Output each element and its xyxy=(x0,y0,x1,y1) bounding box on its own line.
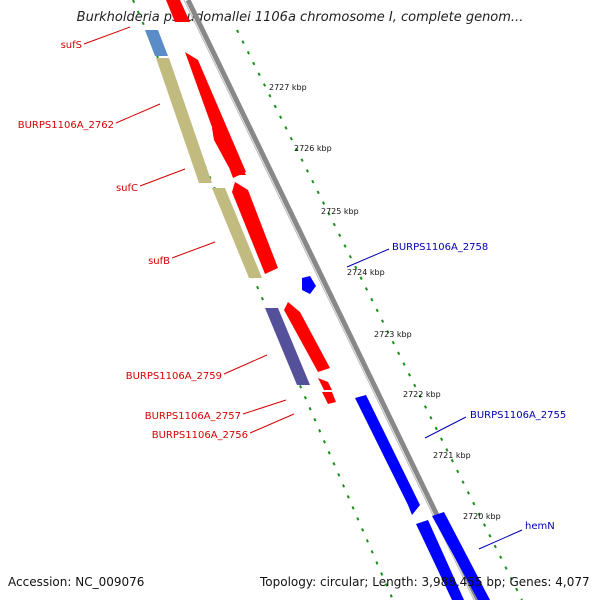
cog-band-BURPS1106A_2759 xyxy=(265,308,310,385)
backbone-outer xyxy=(185,0,481,600)
gene-label-BURPS1106A_2759[interactable]: BURPS1106A_2759 xyxy=(126,371,222,382)
gene-label-BURPS1106A_2756[interactable]: BURPS1106A_2756 xyxy=(152,430,248,441)
gene-arrow-BURPS1106A_2757 xyxy=(318,378,332,390)
tick-label: 2727 kbp xyxy=(269,83,307,92)
gene-label-BURPS1106A_2762[interactable]: BURPS1106A_2762 xyxy=(18,120,114,131)
gene-arrow-sufS xyxy=(166,0,190,22)
tick-label: 2723 kbp xyxy=(374,330,412,339)
leader-BURPS1106A_2755 xyxy=(424,416,467,439)
gene-arrow-hemN-1 xyxy=(416,520,464,600)
gene-arrow-BURPS1106A_2756 xyxy=(322,392,336,404)
cog-band-sufB xyxy=(212,188,262,278)
tick-label: 2722 kbp xyxy=(403,390,441,399)
tick-label: 2725 kbp xyxy=(321,207,359,216)
leader-BURPS1106A_2756 xyxy=(249,413,295,434)
leader-BURPS1106A_2758 xyxy=(346,248,390,268)
tick-label: 2726 kbp xyxy=(294,144,332,153)
leader-BURPS1106A_2757 xyxy=(242,399,287,415)
gene-arrow-BURPS1106A_2755 xyxy=(355,395,420,515)
gene-arrow-sufC xyxy=(212,128,246,175)
gene-label-hemN[interactable]: hemN xyxy=(525,521,555,532)
tick-label: 2721 kbp xyxy=(433,451,471,460)
gene-label-sufC[interactable]: sufC xyxy=(116,183,138,194)
leader-BURPS1106A_2759 xyxy=(223,354,268,375)
gene-arrow-BURPS1106A_2758 xyxy=(302,276,316,294)
topology-text: Topology: circular; Length: 3,988,455 bp… xyxy=(260,575,590,589)
accession-text: Accession: NC_009076 xyxy=(8,575,145,589)
gene-arrow-sufB xyxy=(232,182,278,274)
tick-label: 2720 kbp xyxy=(463,512,501,521)
leader-sufC xyxy=(139,168,186,187)
gene-label-BURPS1106A_2755[interactable]: BURPS1106A_2755 xyxy=(470,410,566,421)
backbone-inner xyxy=(183,0,475,600)
gene-label-sufS[interactable]: sufS xyxy=(61,40,82,51)
leader-hemN xyxy=(478,529,523,550)
cog-band-sufC-upper xyxy=(156,58,212,183)
leader-sufS xyxy=(83,26,131,45)
gene-arrow-BURPS1106A_2762 xyxy=(185,52,246,178)
leader-BURPS1106A_2762 xyxy=(115,103,161,124)
gene-label-BURPS1106A_2758[interactable]: BURPS1106A_2758 xyxy=(392,242,488,253)
gene-arrow-hemN-2 xyxy=(432,512,490,600)
gene-arrow-BURPS1106A_2759 xyxy=(284,302,330,372)
cog-band-sufS xyxy=(145,30,168,56)
tick-label: 2724 kbp xyxy=(347,268,385,277)
gene-label-sufB[interactable]: sufB xyxy=(148,256,170,267)
leader-sufB xyxy=(171,241,216,259)
gene-label-BURPS1106A_2757[interactable]: BURPS1106A_2757 xyxy=(145,411,241,422)
